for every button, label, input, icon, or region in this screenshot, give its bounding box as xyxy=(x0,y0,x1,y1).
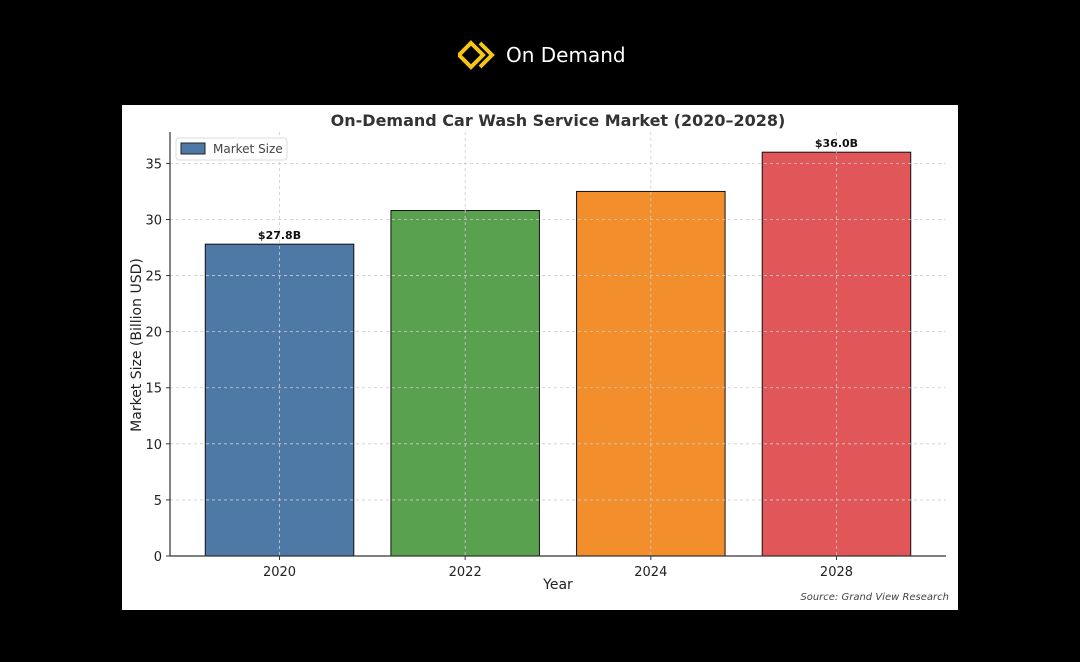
bar-chart: On-Demand Car Wash Service Market (2020–… xyxy=(129,111,949,603)
y-axis-label: Market Size (Billion USD) xyxy=(129,258,145,432)
brand-name: On Demand xyxy=(506,43,626,67)
x-tick-label: 2024 xyxy=(634,565,667,580)
y-tick-label: 5 xyxy=(154,494,162,509)
on-demand-logo-icon xyxy=(458,40,495,70)
source-note: Source: Grand View Research xyxy=(800,592,949,603)
y-tick-label: 0 xyxy=(154,550,162,565)
y-tick-label: 10 xyxy=(145,438,162,453)
y-tick-label: 25 xyxy=(145,270,162,285)
y-tick-label: 15 xyxy=(145,382,162,397)
data-label: $27.8B xyxy=(258,229,301,242)
x-tick-label: 2022 xyxy=(449,565,482,580)
y-tick-label: 35 xyxy=(145,157,162,172)
x-tick-label: 2028 xyxy=(820,565,853,580)
x-axis-label: Year xyxy=(542,577,573,593)
chart-title: On-Demand Car Wash Service Market (2020–… xyxy=(331,111,786,130)
chart-panel: On-Demand Car Wash Service Market (2020–… xyxy=(122,105,958,610)
x-tick-label: 2020 xyxy=(263,565,296,580)
data-label: $36.0B xyxy=(815,137,858,150)
brand-header: On Demand xyxy=(458,40,626,70)
y-tick-label: 20 xyxy=(145,326,162,341)
legend-swatch xyxy=(180,142,206,155)
y-tick-label: 30 xyxy=(145,213,162,228)
legend-label: Market Size xyxy=(213,142,283,156)
legend: Market Size xyxy=(175,137,288,161)
